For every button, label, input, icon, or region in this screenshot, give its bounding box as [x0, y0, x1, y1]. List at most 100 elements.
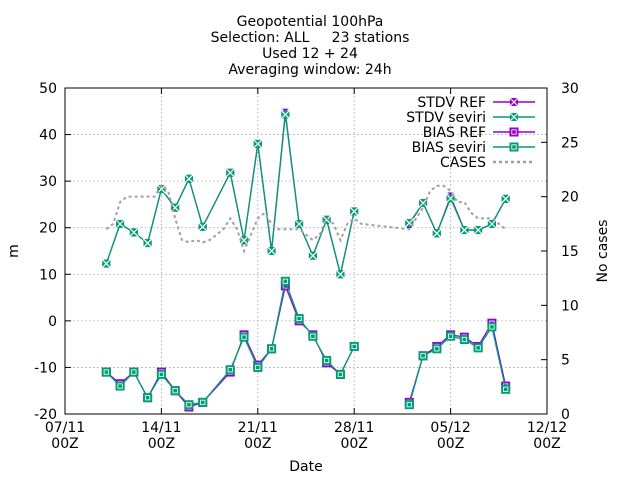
y2-tick-label: 15: [561, 244, 579, 260]
ticks: -20-100102030405005101520253007/1100Z14/…: [34, 81, 579, 452]
data-point: [239, 235, 249, 246]
x-tick-label-date: 12/12: [527, 420, 567, 436]
data-point-inner: [158, 371, 164, 378]
data-point-cross: [280, 109, 291, 120]
data-point-cross: [225, 167, 236, 178]
data-point-box: [115, 381, 125, 391]
data-point-cross: [294, 219, 305, 229]
data-point: [115, 381, 125, 391]
y-tick-label: 0: [48, 314, 57, 330]
data-point-cross: [128, 227, 139, 238]
data-point: [459, 225, 470, 235]
x-tick-label-hour: 00Z: [533, 436, 560, 452]
data-point-box: [101, 367, 111, 377]
data-point-cross: [197, 221, 208, 232]
data-point-box: [239, 332, 249, 342]
data-point-box: [418, 351, 428, 361]
data-point: [501, 384, 511, 394]
data-point-cross: [418, 198, 428, 208]
data-point-inner: [131, 369, 137, 375]
data-point: [253, 362, 263, 372]
title-line-3: Used 12 + 24: [262, 46, 358, 62]
data-point: [184, 173, 194, 184]
data-point: [115, 219, 126, 229]
data-point-box: [322, 355, 332, 365]
data-point: [267, 344, 277, 354]
data-point-inner: [227, 367, 233, 373]
data-point-cross: [115, 219, 126, 229]
data-point-inner: [310, 333, 316, 339]
data-point-cross: [349, 206, 360, 217]
data-point-cross: [142, 238, 153, 249]
legend-marker-inner: [511, 129, 517, 135]
data-point: [418, 198, 428, 208]
legend-marker-box: [509, 142, 519, 152]
legend-marker-cross: [509, 112, 519, 122]
y2-tick-label: 0: [561, 407, 570, 423]
data-point-inner: [145, 395, 151, 401]
data-point: [418, 351, 428, 361]
data-point: [459, 334, 469, 344]
data-point-box: [501, 384, 511, 394]
data-point: [322, 355, 332, 365]
data-point-box: [294, 314, 304, 324]
data-point-cross: [459, 225, 470, 235]
data-point: [321, 214, 332, 225]
data-point-box: [308, 331, 318, 341]
data-point-box: [280, 276, 290, 286]
data-point: [252, 138, 263, 149]
data-point-box: [335, 369, 345, 379]
data-point-inner: [172, 388, 178, 394]
legend-label: STDV REF: [417, 95, 486, 111]
title-line-1: Geopotential 100hPa: [237, 14, 384, 30]
x-tick-label-date: 14/11: [141, 420, 181, 436]
legend-label: CASES: [440, 155, 486, 171]
data-point: [239, 332, 249, 342]
data-point-cross: [239, 235, 249, 246]
legend-marker: [509, 142, 519, 152]
data-point: [473, 343, 483, 353]
x-tick-label-hour: 00Z: [244, 436, 271, 452]
data-point-inner: [296, 315, 302, 322]
title-line-2: Selection: ALL 23 stations: [211, 30, 410, 46]
data-point-box: [459, 334, 469, 344]
data-point: [294, 314, 304, 324]
data-point-box: [143, 393, 153, 403]
data-point-inner: [255, 364, 261, 371]
x-tick-label-date: 28/11: [334, 420, 374, 436]
data-point-inner: [434, 346, 440, 352]
data-point-cross: [252, 138, 263, 149]
data-point-cross: [431, 228, 442, 239]
x-tick-label-date: 05/12: [430, 420, 470, 436]
data-point-cross: [473, 225, 484, 235]
title-line-4: Averaging window: 24h: [228, 62, 391, 78]
data-point: [198, 397, 208, 407]
data-point-inner: [117, 383, 123, 389]
x-tick-label-date: 07/11: [45, 420, 85, 436]
series-stdv-seviri: [101, 109, 511, 280]
legend-marker-cross: [509, 97, 519, 107]
y2-tick-label: 20: [561, 190, 579, 206]
data-point-inner: [503, 386, 509, 392]
y-tick-label: 40: [39, 128, 57, 144]
data-point-cross: [184, 173, 194, 184]
data-point-box: [129, 367, 139, 377]
data-point-cross: [266, 246, 277, 256]
data-point: [349, 341, 359, 351]
y2-tick-label: 5: [561, 353, 570, 369]
data-point: [473, 225, 484, 235]
data-point-cross: [307, 250, 318, 261]
data-point-box: [198, 397, 208, 407]
y2-tick-label: 25: [561, 135, 579, 151]
data-point-inner: [103, 369, 109, 375]
legend-label: BIAS seviri: [412, 140, 486, 156]
data-point-cross: [500, 193, 511, 204]
series-bias-seviri: [101, 276, 511, 410]
x-tick-label-hour: 00Z: [340, 436, 367, 452]
data-point-box: [349, 341, 359, 351]
x-axis-title: Date: [289, 459, 322, 475]
series-line: [105, 278, 507, 406]
data-point: [308, 331, 318, 341]
data-point-box: [487, 322, 497, 332]
